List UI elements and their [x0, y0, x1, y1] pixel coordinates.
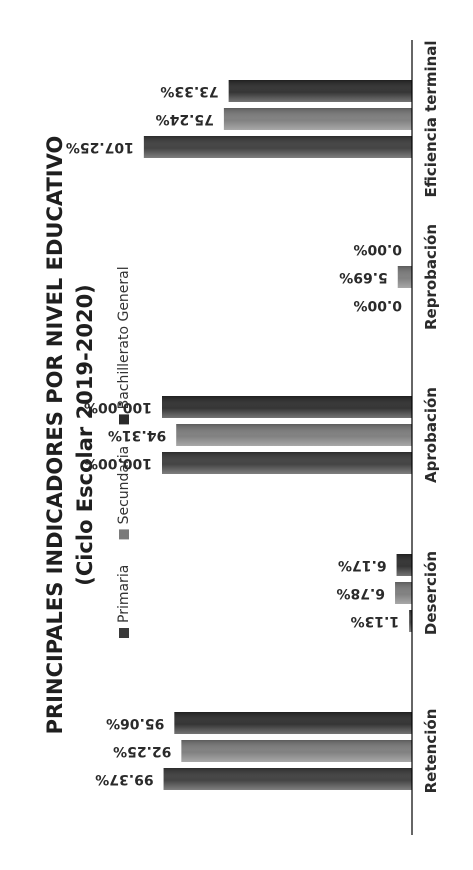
bar-shading-aprobacion-bachillerato-general [162, 396, 412, 418]
chart-category-labels: Retención Deserción Aprobación Reprobación E… [422, 40, 440, 793]
value-label-aprobacion-bachillerato-general: 100.00% [84, 399, 152, 415]
legend-label-secundaria: Secundaria [116, 446, 132, 525]
value-label-reprobacion-bachillerato-general: 0.00% [353, 241, 402, 257]
legend-label-primaria: Primaria [116, 565, 132, 623]
bar-shading-desercion-bachillerato-general [396, 554, 413, 576]
bar-shading-desercion-primaria [409, 610, 412, 632]
value-label-desercion-bachillerato-general: 6.17% [338, 557, 387, 573]
bar-shading-eficiencia-terminal-primaria [143, 136, 412, 158]
value-label-desercion-primaria: 1.13% [351, 613, 400, 629]
value-label-reprobacion-secundaria: 5.69% [339, 269, 388, 285]
legend-label-bachillerato-general: Bachillerato General [116, 266, 132, 409]
value-label-aprobacion-primaria: 100.00% [84, 455, 152, 471]
chart-value-labels: 99.37% 92.25% 95.06% 1.13% 6.78% 6.17% 100.00%… [66, 83, 402, 787]
value-label-retencion-secundaria: 92.25% [113, 743, 171, 759]
chart-title: PRINCIPALES INDICADORES POR NIVEL EDUCAT… [43, 136, 67, 735]
value-label-desercion-secundaria: 6.78% [336, 585, 385, 601]
value-label-reprobacion-primaria: 0.00% [353, 297, 402, 313]
value-label-eficiencia-terminal-primaria: 107.25% [66, 139, 134, 155]
category-label-desercion: Deserción [422, 551, 440, 635]
bar-shading-aprobacion-primaria [162, 452, 412, 474]
chart-legend: Primaria Secundaria Bachillerato General [116, 266, 132, 638]
category-label-reprobacion: Reprobación [422, 224, 440, 330]
bar-shading-retencion-bachillerato-general [174, 712, 412, 734]
bar-shading-desercion-secundaria [395, 582, 412, 604]
legend-swatch-bachillerato-general [119, 414, 129, 425]
category-label-aprobacion: Aprobación [422, 387, 440, 483]
value-label-aprobacion-secundaria: 94.31% [108, 427, 166, 443]
bar-shading-eficiencia-terminal-secundaria [223, 108, 412, 130]
bar-shading-aprobacion-secundaria [176, 424, 412, 446]
bar-shading-reprobacion-secundaria [397, 266, 412, 288]
chart-subtitle: (Ciclo Escolar 2019-2020) [73, 284, 97, 586]
value-label-retencion-bachillerato-general: 95.06% [106, 715, 164, 731]
bar-shading-retencion-secundaria [181, 740, 412, 762]
bar-shading-eficiencia-terminal-bachillerato-general [228, 80, 412, 102]
value-label-eficiencia-terminal-bachillerato-general: 73.33% [160, 83, 218, 99]
bar-shading-retencion-primaria [163, 768, 412, 790]
legend-swatch-primaria [119, 628, 129, 638]
chart-bars [143, 80, 413, 790]
category-label-eficiencia-terminal: Eficiencia terminal [422, 40, 440, 197]
category-label-retencion: Retención [422, 709, 440, 794]
value-label-eficiencia-terminal-secundaria: 75.24% [156, 111, 214, 127]
value-label-retencion-primaria: 99.37% [95, 771, 153, 787]
legend-swatch-secundaria [119, 529, 129, 540]
